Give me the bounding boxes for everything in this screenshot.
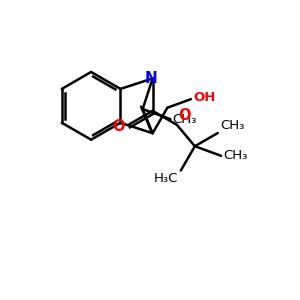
Text: CH₃: CH₃: [220, 118, 244, 131]
Text: O: O: [178, 108, 191, 123]
Text: CH₃: CH₃: [173, 112, 197, 126]
Text: CH₃: CH₃: [224, 149, 248, 162]
Text: N: N: [145, 71, 158, 86]
Text: OH: OH: [194, 91, 216, 104]
Text: H₃C: H₃C: [154, 172, 178, 185]
Text: O: O: [112, 119, 125, 134]
